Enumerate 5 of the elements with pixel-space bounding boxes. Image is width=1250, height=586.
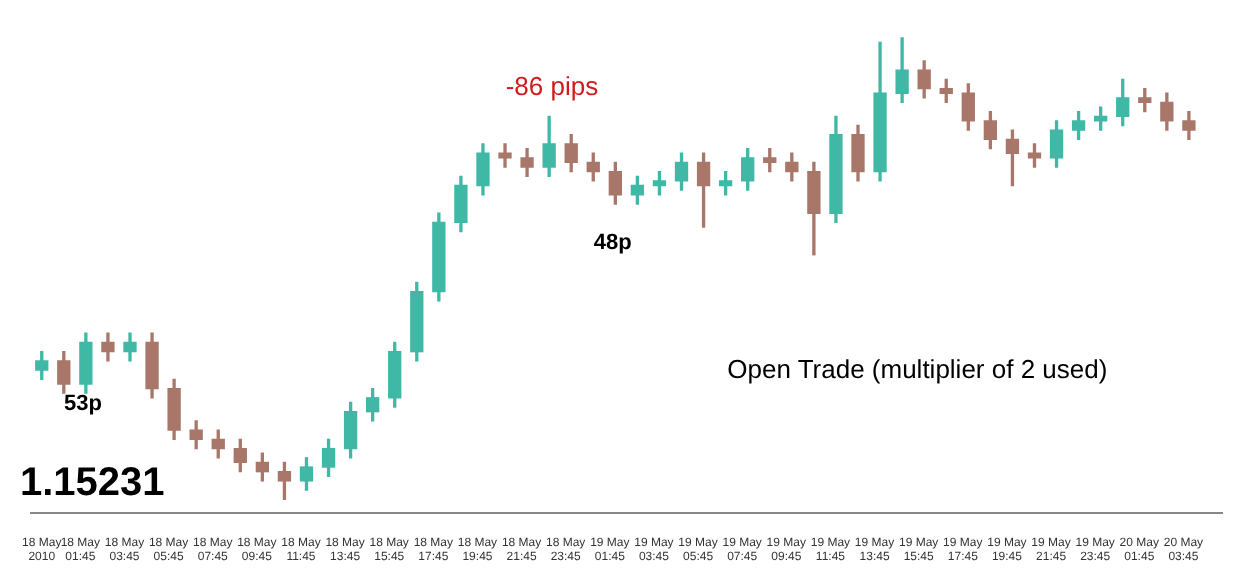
annotation: -86 pips — [505, 71, 600, 102]
annotation: 48p — [593, 231, 633, 256]
annotation: 1.15231 — [20, 461, 165, 506]
annotation: Open Trade (multiplier of 2 used) — [727, 353, 1108, 384]
annotation: 53p — [64, 391, 103, 416]
